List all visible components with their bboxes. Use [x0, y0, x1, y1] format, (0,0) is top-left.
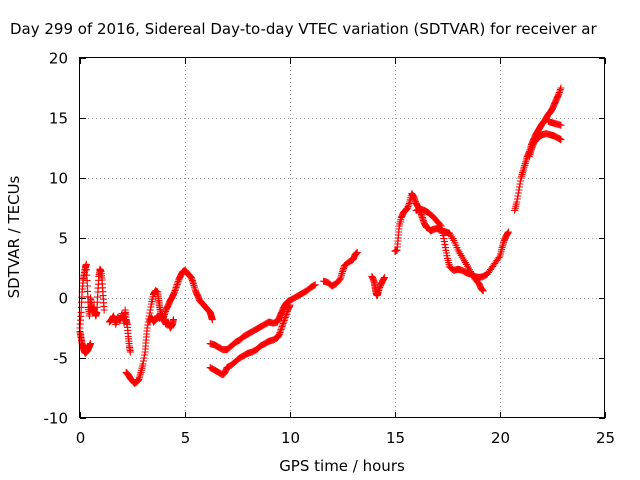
x-tick-label: 15 — [386, 429, 405, 447]
y-tick-label: 10 — [49, 170, 68, 188]
x-tick-label: 0 — [76, 429, 86, 447]
plot-frame — [79, 57, 605, 418]
chart-title: Day 299 of 2016, Sidereal Day-to-day VTE… — [10, 20, 597, 38]
data-point — [381, 274, 388, 282]
data-point — [504, 228, 512, 236]
y-tick-label: 20 — [49, 50, 68, 68]
x-tick-label: 20 — [491, 429, 510, 447]
ticks — [80, 58, 606, 419]
x-tick-label: 25 — [596, 429, 615, 447]
data-point — [557, 136, 565, 144]
y-axis-label: SDTVAR / TECUs — [5, 175, 23, 298]
y-tick-label: 5 — [58, 230, 68, 248]
data-point — [208, 316, 216, 324]
y-tick-label: -10 — [44, 410, 69, 428]
y-tick-label: 15 — [49, 110, 68, 128]
data-point — [353, 248, 361, 256]
data-point — [87, 340, 94, 348]
data-point — [100, 306, 108, 314]
y-tick-label: 0 — [58, 290, 68, 308]
data-points — [76, 84, 565, 387]
data-point — [286, 301, 294, 309]
data-point — [436, 221, 444, 229]
data-point — [495, 254, 503, 261]
grid — [80, 58, 605, 418]
data-point — [479, 287, 487, 295]
y-tick-label: -5 — [53, 350, 68, 368]
data-point — [169, 316, 177, 324]
tick-labels: 0 5 10 15 20 25 -10 -5 0 5 10 15 20 — [44, 50, 616, 448]
data-point — [557, 84, 565, 92]
data-point — [126, 348, 134, 356]
data-point — [311, 281, 319, 289]
x-axis-label: GPS time / hours — [279, 457, 405, 475]
data-point — [310, 281, 318, 289]
data-point — [335, 276, 343, 284]
x-tick-label: 5 — [181, 429, 191, 447]
x-tick-label: 10 — [281, 429, 300, 447]
data-point — [557, 121, 565, 129]
